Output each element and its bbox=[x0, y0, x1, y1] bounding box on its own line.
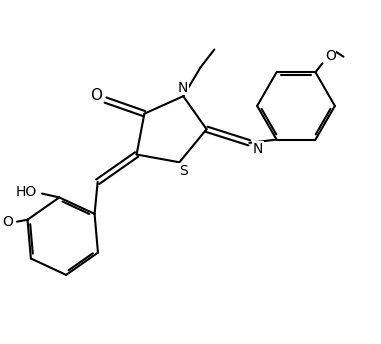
Text: O: O bbox=[90, 88, 102, 103]
Text: O: O bbox=[325, 49, 336, 63]
Text: S: S bbox=[179, 164, 187, 178]
Text: O: O bbox=[3, 215, 13, 229]
Text: N: N bbox=[178, 80, 189, 95]
Text: HO: HO bbox=[16, 185, 37, 198]
Text: N: N bbox=[253, 142, 263, 156]
